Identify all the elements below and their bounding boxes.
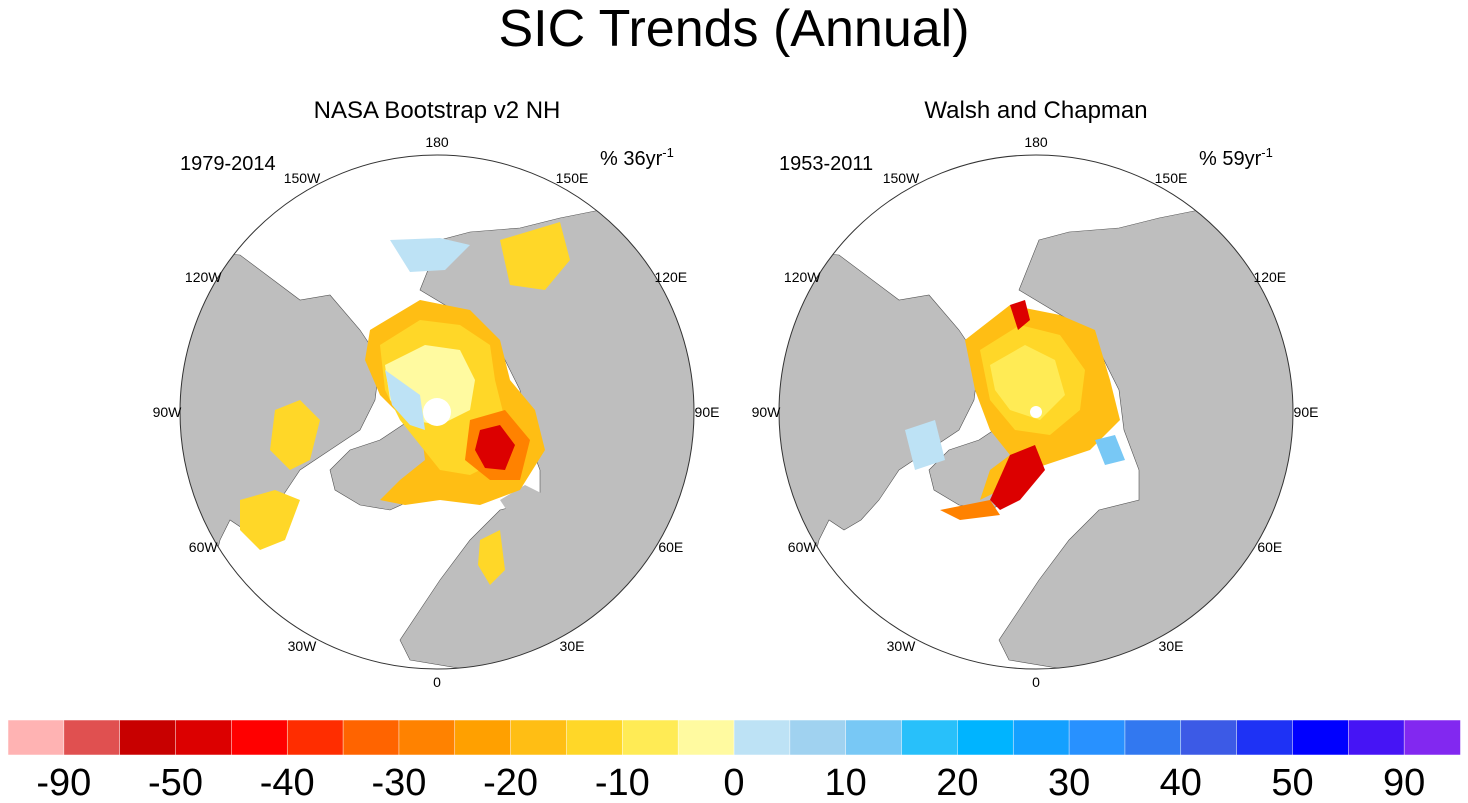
period-label: 1953-2011 xyxy=(779,153,873,175)
units-label: % 59yr-1 xyxy=(1199,145,1273,170)
colorbar-tick-label: -90 xyxy=(36,762,91,803)
sea-ice-trend-barents-core xyxy=(475,425,515,470)
colorbar-swatch xyxy=(119,719,177,756)
longitude-label: 120E xyxy=(1253,269,1286,285)
longitude-label: 60W xyxy=(788,539,818,555)
longitude-label: 30E xyxy=(560,638,585,654)
colorbar-swatch xyxy=(7,719,65,756)
longitude-label: 60E xyxy=(658,539,683,555)
colorbar-swatch xyxy=(622,719,679,756)
pole-hole xyxy=(423,398,451,426)
panel-title: NASA Bootstrap v2 NH xyxy=(314,97,561,124)
period-label: 1979-2014 xyxy=(180,153,276,175)
colorbar-swatch xyxy=(1068,719,1126,756)
colorbar-swatch xyxy=(733,719,791,756)
colorbar-swatch xyxy=(1180,719,1238,756)
colorbar-swatch xyxy=(789,719,847,756)
longitude-label: 0 xyxy=(1032,674,1040,690)
longitude-label: 150E xyxy=(1155,170,1188,186)
colorbar-tick-label: -10 xyxy=(595,762,650,803)
longitude-label: 30W xyxy=(288,638,318,654)
longitude-label: 120E xyxy=(654,269,687,285)
colorbar xyxy=(7,719,1461,756)
longitude-label: 120W xyxy=(784,269,821,285)
colorbar-swatch xyxy=(1348,719,1405,756)
sea-ice-trend-beaufort xyxy=(390,238,470,272)
longitude-labels: 180 150E 120E 90E 60E 30E 0 30W 60W 90W 120W 150W xyxy=(752,134,1319,690)
colorbar-swatch xyxy=(1292,719,1350,756)
map-panel-nasa-bootstrap: NASA Bootstrap v2 NH 1979-2014 % 36yr-1 xyxy=(153,97,720,690)
colorbar-swatch xyxy=(398,719,456,756)
colorbar-swatch xyxy=(957,719,1014,756)
sea-ice-trend-kara xyxy=(1095,435,1125,465)
colorbar-swatch xyxy=(1236,719,1294,756)
colorbar-swatch xyxy=(1124,719,1182,756)
colorbar-tick-label: 50 xyxy=(1271,762,1313,803)
colorbar-tick-label: 30 xyxy=(1048,762,1090,803)
colorbar-swatch xyxy=(454,719,512,756)
longitude-label: 180 xyxy=(1024,134,1048,150)
sea-ice-trend-baltic xyxy=(478,530,505,585)
panel-title: Walsh and Chapman xyxy=(924,97,1147,124)
sea-ice-trend-labrador xyxy=(940,500,1000,520)
sea-ice-trend-greenland-sea xyxy=(990,445,1045,510)
longitude-label: 0 xyxy=(433,674,441,690)
map-boundary xyxy=(179,154,695,670)
colorbar-swatch xyxy=(63,719,121,756)
colorbar-tick-label: 10 xyxy=(825,762,867,803)
longitude-label: 90E xyxy=(695,404,720,420)
colorbar-swatch xyxy=(677,719,735,756)
sea-ice-trend-chukchi xyxy=(1010,300,1030,330)
colorbar-labels: -90 -50 -40 -30 -20 -10 0 10 20 30 40 50 90 xyxy=(36,762,1425,803)
longitude-label: 30W xyxy=(887,638,917,654)
colorbar-swatch xyxy=(231,719,288,756)
units-label: % 36yr-1 xyxy=(600,145,674,170)
longitude-label: 90W xyxy=(752,404,782,420)
sea-ice-trend-hudson xyxy=(270,400,320,470)
longitude-label: 60E xyxy=(1257,539,1282,555)
colorbar-tick-label: 20 xyxy=(936,762,978,803)
sea-ice-trend-labrador xyxy=(240,490,300,550)
colorbar-swatch xyxy=(1403,719,1461,756)
sea-ice-trend-bering xyxy=(500,222,570,290)
longitude-label: 180 xyxy=(425,134,449,150)
longitude-label: 90E xyxy=(1294,404,1319,420)
main-title: SIC Trends (Annual) xyxy=(498,0,969,58)
land-eurasia-highlight xyxy=(500,485,545,530)
longitude-label: 90W xyxy=(153,404,183,420)
map-boundary xyxy=(778,154,1294,670)
longitude-label: 60W xyxy=(189,539,219,555)
colorbar-tick-label: 40 xyxy=(1160,762,1202,803)
colorbar-swatch xyxy=(1012,719,1070,756)
colorbar-tick-label: -50 xyxy=(148,762,203,803)
longitude-label: 150W xyxy=(284,170,321,186)
colorbar-tick-label: 0 xyxy=(723,762,744,803)
colorbar-tick-label: -40 xyxy=(260,762,315,803)
colorbar-swatch xyxy=(901,719,959,756)
colorbar-swatch xyxy=(342,719,400,756)
longitude-label: 120W xyxy=(185,269,222,285)
longitude-label: 30E xyxy=(1159,638,1184,654)
colorbar-tick-label: -20 xyxy=(483,762,538,803)
colorbar-tick-label: -30 xyxy=(371,762,426,803)
colorbar-swatch xyxy=(286,719,344,756)
longitude-labels: 180 150E 120E 90E 60E 30E 0 30W 60W 90W 120W 150W xyxy=(153,134,720,690)
map-panel-walsh-chapman: Walsh and Chapman 1953-2011 % 59yr-1 180… xyxy=(752,97,1319,690)
longitude-label: 150E xyxy=(556,170,589,186)
colorbar-swatch xyxy=(845,719,903,756)
sea-ice-trend-hudson xyxy=(905,420,945,470)
pole-hole xyxy=(1030,406,1042,418)
longitude-label: 150W xyxy=(883,170,920,186)
sea-ice-trend-inner xyxy=(990,345,1065,420)
sea-ice-trend-positive xyxy=(385,370,425,430)
colorbar-swatch xyxy=(566,719,624,756)
colorbar-tick-label: 90 xyxy=(1383,762,1425,803)
colorbar-swatch xyxy=(510,719,568,756)
colorbar-swatch xyxy=(175,719,233,756)
